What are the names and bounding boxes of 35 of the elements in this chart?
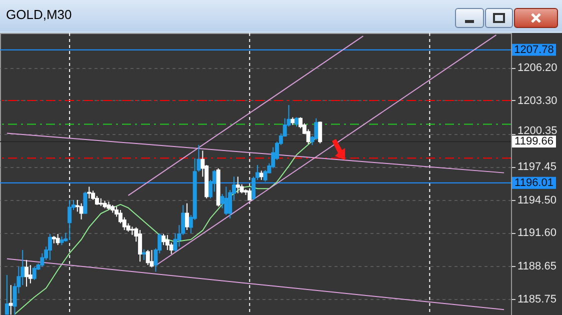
y-tick-label: 1194.50 — [518, 194, 556, 206]
candlestick — [306, 128, 310, 144]
candlestick — [236, 176, 240, 194]
candlestick — [4, 274, 9, 315]
y-tick-label: 1191.60 — [518, 227, 556, 240]
candlestick — [162, 233, 166, 246]
y-tick-label: 1185.75 — [518, 293, 556, 306]
candlestick — [185, 202, 190, 231]
y-tick-label: 1188.65 — [518, 260, 556, 273]
ref-line-label: 1199.66 — [514, 136, 554, 148]
candlestick — [165, 234, 170, 251]
ref-line-label: 1207.78 — [514, 44, 554, 56]
candlestick — [68, 199, 72, 240]
y-tick-label: 1197.45 — [518, 161, 556, 174]
candlestick — [48, 233, 52, 260]
candlestick — [294, 116, 299, 128]
ref-line-label: 1196.01 — [514, 176, 554, 189]
candlestick — [56, 233, 60, 246]
candlestick — [142, 248, 146, 260]
candlestick — [146, 250, 150, 266]
candlestick — [79, 202, 84, 220]
candlestick — [318, 121, 322, 144]
y-tick-label: 1203.30 — [518, 94, 558, 107]
y-tick-label: 1200.35 — [518, 125, 558, 138]
candlestick — [224, 186, 228, 216]
y-tick-label: 1206.20 — [518, 62, 558, 74]
candlestick — [138, 230, 142, 262]
candlestick — [32, 266, 36, 280]
candlestick — [24, 259, 29, 288]
candlestick — [259, 170, 264, 180]
candlestick — [87, 186, 92, 199]
candlestick — [150, 250, 154, 268]
chart-title: GOLD,M30 — [6, 7, 72, 22]
candlestick — [8, 284, 13, 315]
candlestick — [83, 191, 88, 214]
